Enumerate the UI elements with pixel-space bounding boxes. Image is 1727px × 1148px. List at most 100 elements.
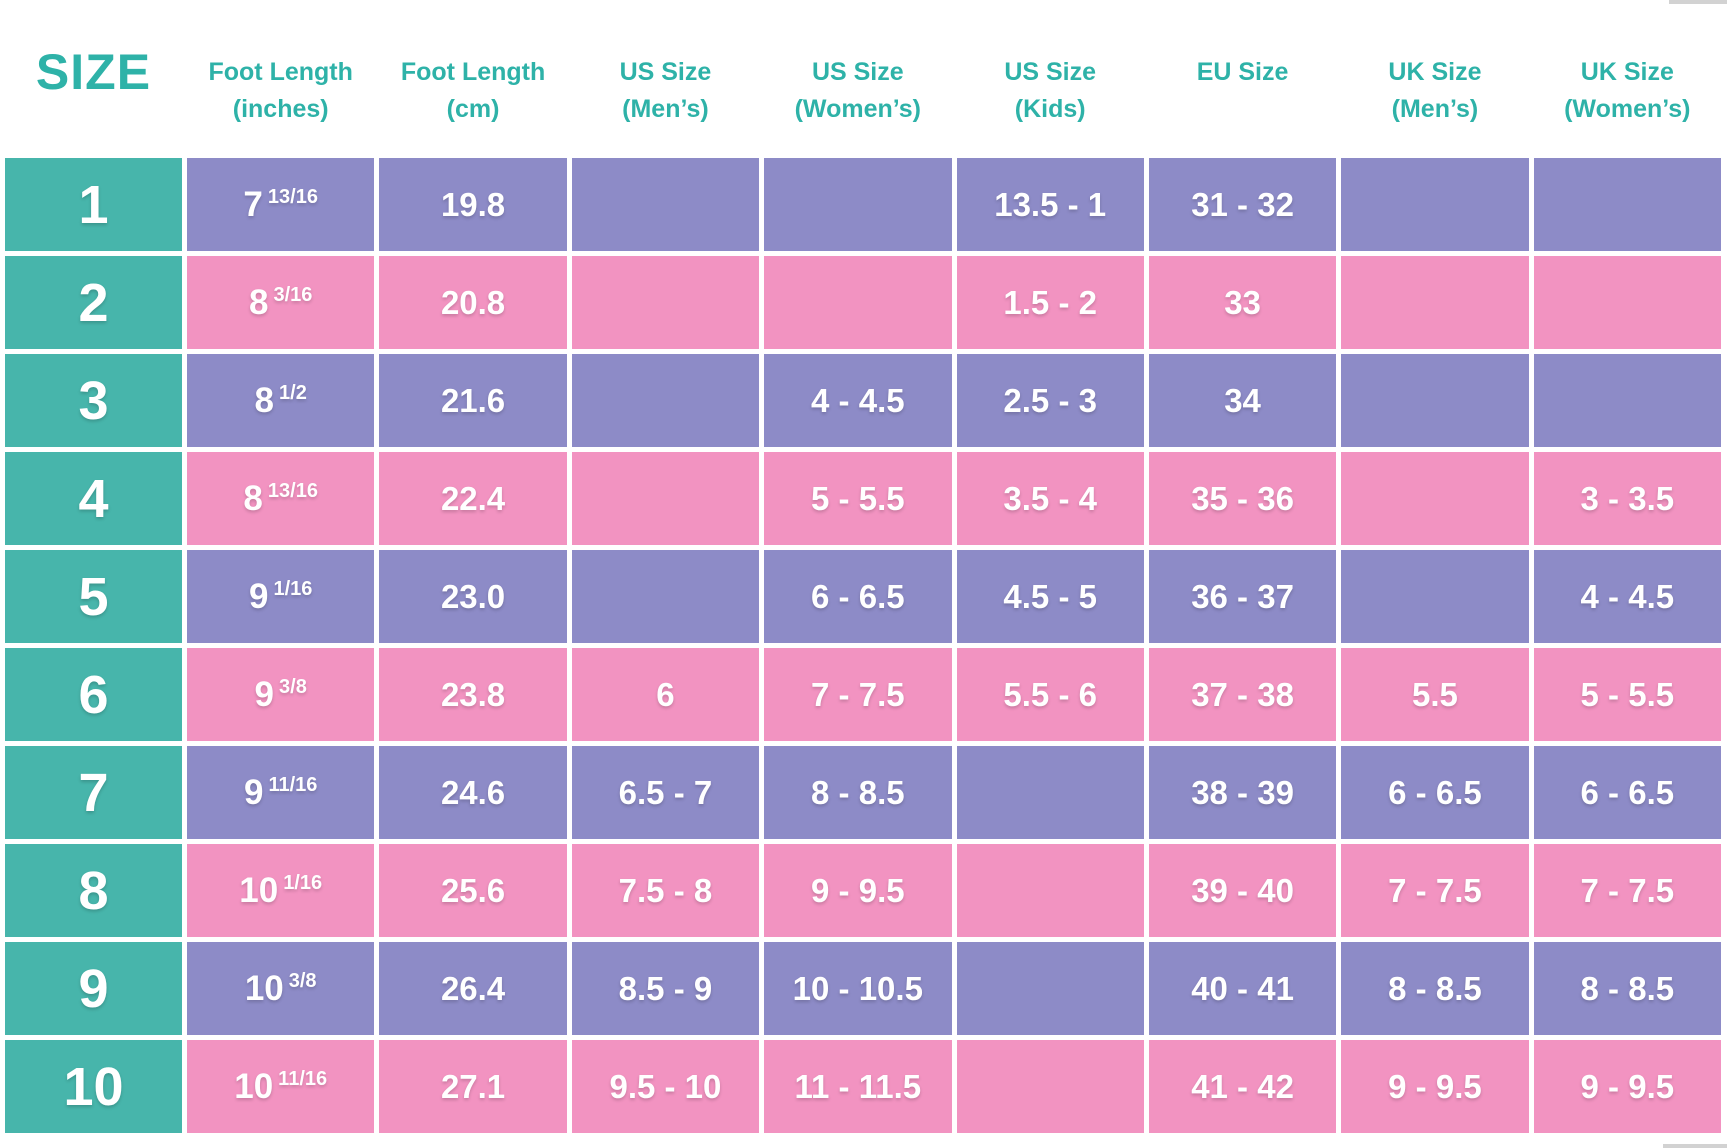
table-cell: 40 - 41 — [1148, 942, 1337, 1035]
table-cell: 31 - 32 — [1148, 158, 1337, 251]
table-cell — [571, 452, 760, 545]
table-cell — [1533, 354, 1721, 447]
table-cell: 8 - 8.5 — [764, 746, 952, 839]
table-cell: 4 - 4.5 — [764, 354, 952, 447]
cell-value: 2 — [78, 272, 109, 333]
cell-value: 22.4 — [440, 479, 506, 517]
table-cell: 24.6 — [379, 746, 567, 839]
column-header-uk-size-womens: UK Size (Women’s) — [1533, 0, 1721, 153]
cell-value: 9 3/8 — [255, 675, 307, 715]
table-cell: 2.5 - 3 — [956, 354, 1144, 447]
table-cell: 7 13/16 — [187, 158, 375, 251]
table-cell: 6 - 6.5 — [764, 550, 952, 643]
table-cell — [956, 844, 1144, 937]
inches-fraction: 1/2 — [279, 381, 307, 404]
cell-value: 10 - 10.5 — [792, 969, 923, 1007]
size-cell: 1 — [5, 158, 182, 251]
cell-value: 9 - 9.5 — [1388, 1067, 1482, 1105]
cell-value: 25.6 — [440, 871, 506, 909]
cell-value: 24.6 — [440, 773, 506, 811]
cell-value: 20.8 — [440, 283, 506, 321]
header-label: EU Size — [1196, 58, 1289, 86]
cell-value: 6 - 6.5 — [1388, 773, 1482, 811]
cell-value: 7 13/16 — [243, 185, 318, 225]
table-cell: 4 - 4.5 — [1533, 550, 1721, 643]
header-sublabel: (cm) — [446, 95, 500, 123]
scrollbar-fragment-top — [1669, 0, 1727, 4]
cell-value: 35 - 36 — [1191, 479, 1294, 517]
table-cell: 5.5 - 6 — [956, 648, 1144, 741]
table-cell: 10 3/8 — [187, 942, 375, 1035]
table-cell: 25.6 — [379, 844, 567, 937]
cell-value: 8 — [78, 860, 109, 921]
header-label: UK Size — [1388, 58, 1482, 86]
header-label: UK Size — [1580, 58, 1674, 86]
header-sublabel: (inches) — [232, 95, 329, 123]
table-cell: 6.5 - 7 — [571, 746, 760, 839]
size-cell: 4 — [5, 452, 182, 545]
column-header-eu-size: EU Size — [1148, 0, 1337, 153]
table-cell: 20.8 — [379, 256, 567, 349]
cell-value: 9 — [78, 958, 109, 1019]
inches-whole: 8 — [248, 282, 269, 322]
cell-value: 3 - 3.5 — [1580, 479, 1675, 517]
cell-value: 11 - 11.5 — [794, 1067, 922, 1105]
cell-value: 8 - 8.5 — [1580, 969, 1675, 1007]
cell-value: 1 — [78, 174, 109, 235]
cell-value: 2.5 - 3 — [1003, 381, 1097, 419]
table-cell: 9 - 9.5 — [1341, 1040, 1529, 1133]
table-cell: 8 3/16 — [187, 256, 375, 349]
size-table: SIZE Foot Length (inches) Foot Length (cm)… — [5, 0, 1721, 1133]
cell-value: 26.4 — [440, 969, 506, 1007]
table-cell: 1.5 - 2 — [956, 256, 1144, 349]
cell-value: 8 3/16 — [249, 283, 312, 323]
table-cell — [571, 256, 760, 349]
cell-value: 23.0 — [440, 577, 506, 615]
table-cell: 8 13/16 — [187, 452, 375, 545]
header-sublabel: (Women’s) — [1564, 95, 1691, 123]
table-cell: 7 - 7.5 — [764, 648, 952, 741]
inches-fraction: 13/16 — [267, 479, 318, 502]
table-cell — [1533, 256, 1721, 349]
inches-fraction: 1/16 — [273, 577, 313, 600]
table-cell: 8 1/2 — [187, 354, 375, 447]
table-cell: 7 - 7.5 — [1533, 844, 1721, 937]
cell-value: 5 — [78, 566, 109, 627]
cell-value: 6 - 6.5 — [811, 577, 905, 615]
cell-value: 33 — [1224, 283, 1261, 321]
cell-value: 6.5 - 7 — [618, 773, 713, 811]
inches-fraction: 3/16 — [273, 283, 313, 306]
table-cell: 8 - 8.5 — [1341, 942, 1529, 1035]
table-cell — [1533, 158, 1721, 251]
cell-value: 3 — [78, 370, 109, 431]
inches-whole: 9 — [254, 674, 275, 714]
table-cell: 8 - 8.5 — [1533, 942, 1721, 1035]
table-cell: 22.4 — [379, 452, 567, 545]
table-cell: 11 - 11.5 — [764, 1040, 952, 1133]
cell-value: 13.5 - 1 — [994, 185, 1107, 223]
cell-value: 6 — [656, 675, 675, 713]
table-cell: 9 11/16 — [187, 746, 375, 839]
table-cell — [1341, 256, 1529, 349]
cell-value: 5.5 — [1412, 675, 1458, 713]
table-cell — [571, 158, 760, 251]
table-cell — [764, 256, 952, 349]
table-cell: 41 - 42 — [1148, 1040, 1337, 1133]
header-label: US Size — [1004, 58, 1097, 86]
scrollbar-fragment-bottom — [1663, 1144, 1727, 1148]
inches-fraction: 3/8 — [288, 969, 317, 992]
table-cell: 34 — [1148, 354, 1337, 447]
size-cell: 8 — [5, 844, 182, 937]
cell-value: 5.5 - 6 — [1003, 675, 1097, 713]
table-cell: 23.8 — [379, 648, 567, 741]
size-cell: 9 — [5, 942, 182, 1035]
table-cell: 9.5 - 10 — [571, 1040, 760, 1133]
cell-value: 39 - 40 — [1191, 871, 1294, 909]
table-cell: 9 1/16 — [187, 550, 375, 643]
cell-value: 6 - 6.5 — [1580, 773, 1675, 811]
column-header-us-size-mens: US Size (Men’s) — [571, 0, 760, 153]
cell-value: 10 1/16 — [239, 871, 322, 911]
cell-value: 38 - 39 — [1191, 773, 1294, 811]
column-header-uk-size-mens: UK Size (Men’s) — [1341, 0, 1529, 153]
